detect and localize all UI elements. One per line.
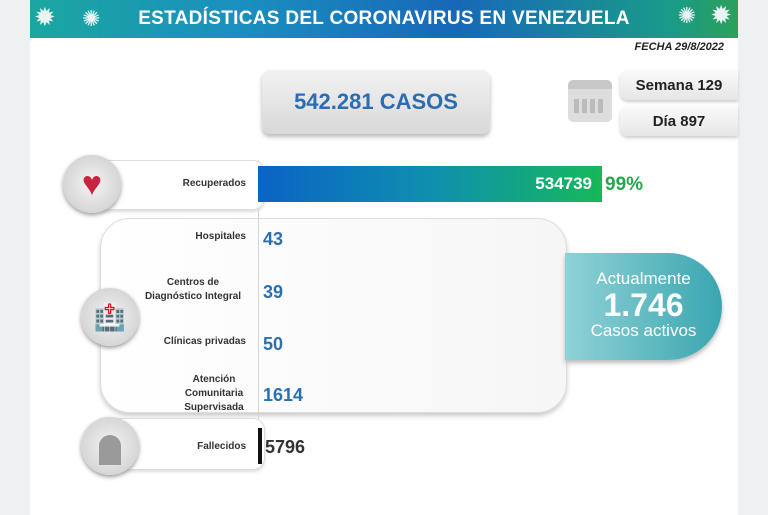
deaths-bar (258, 428, 262, 464)
tombstone-icon (81, 417, 139, 475)
hospital-icon: 🏥 (81, 288, 139, 346)
cdi-value: 39 (263, 282, 284, 302)
active-suffix: Casos activos (590, 321, 697, 340)
private-clinics-value: 50 (263, 334, 284, 354)
divider (258, 160, 259, 470)
recovered-label: Recuperados (182, 178, 246, 189)
active-prefix: Actualmente (596, 269, 691, 288)
recovered-bar: 534739 (258, 166, 602, 202)
community-care-value: 1614 (263, 385, 304, 405)
day-badge: Día 897 (620, 106, 738, 136)
private-clinics-label: Clínicas privadas (163, 336, 246, 347)
recovered-value: 534739 (535, 174, 592, 193)
virus-icon: ✺ (82, 6, 101, 31)
hospitals-value: 43 (263, 229, 284, 249)
hospitals-label: Hospitales (195, 231, 246, 242)
heart-icon: ♥ (63, 155, 121, 213)
page-title: ESTADÍSTICAS DEL CORONAVIRUS EN VENEZUEL… (138, 8, 630, 29)
hospitalization-panel (100, 218, 567, 413)
week-badge: Semana 129 (620, 70, 738, 100)
cdi-label: Centros de Diagnóstico Integral (144, 277, 242, 302)
active-value: 1.746 (603, 287, 684, 323)
virus-icon: ✹ (34, 2, 56, 32)
header-banner: ✹ ✺ ESTADÍSTICAS DEL CORONAVIRUS EN VENE… (30, 0, 738, 38)
total-cases: 542.281 CASOS (262, 70, 490, 134)
community-care-label: Atención Comunitaria Supervisada (184, 374, 244, 413)
date-label: FECHA 29/8/2022 (634, 41, 724, 53)
calendar-icon (568, 80, 612, 122)
deaths-label: Fallecidos (197, 441, 246, 452)
recovered-percent: 99% (605, 174, 644, 195)
virus-icon: ✺ (677, 3, 696, 28)
active-cases-badge: Actualmente 1.746 Casos activos (565, 253, 722, 360)
virus-icon: ✹ (710, 0, 732, 30)
deaths-value: 5796 (265, 437, 306, 457)
